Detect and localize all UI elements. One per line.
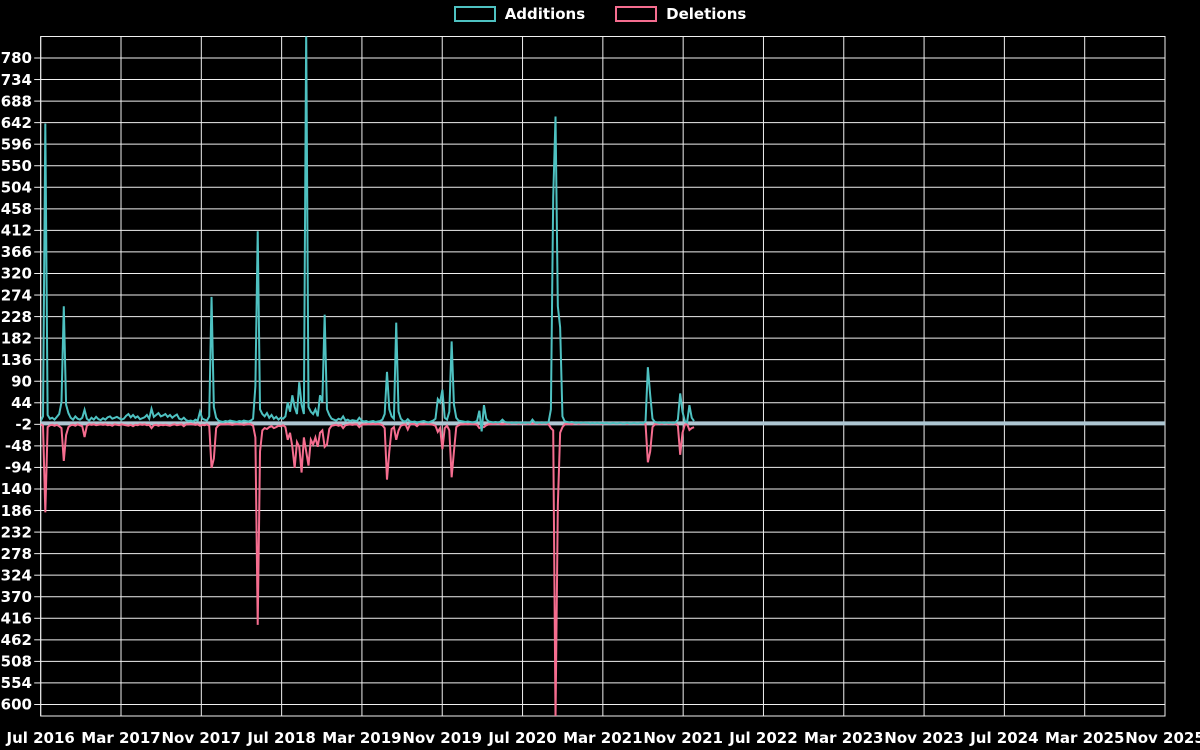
y-tick-label: -324 <box>0 566 32 584</box>
legend-item-deletions[interactable]: Deletions <box>615 6 746 22</box>
y-tick-label: -140 <box>0 480 32 498</box>
x-tick-label: Jul 2020 <box>487 729 556 747</box>
gridlines <box>34 36 1166 716</box>
x-tick-label: Mar 2021 <box>563 729 642 747</box>
y-tick-label: 366 <box>1 243 32 261</box>
legend-label-additions: Additions <box>504 4 586 23</box>
y-tick-label: -232 <box>0 523 32 541</box>
x-tick-label: Mar 2017 <box>81 729 160 747</box>
x-tick-label: Nov 2017 <box>162 729 242 747</box>
y-tick-label: 780 <box>1 49 32 67</box>
y-axis-labels: 780 734 688 642 596 550 504 458 412 366 320 274 228 1… <box>0 49 32 714</box>
additions-line <box>40 36 695 432</box>
x-tick-label: Jul 2022 <box>728 729 797 747</box>
y-tick-label: -278 <box>0 545 32 563</box>
y-tick-label: -94 <box>5 459 32 477</box>
y-tick-label: 90 <box>11 372 32 390</box>
y-tick-label: 136 <box>1 351 32 369</box>
x-tick-label: Mar 2025 <box>1045 729 1124 747</box>
x-tick-label: Jul 2024 <box>969 729 1038 747</box>
y-tick-label: 504 <box>1 179 32 197</box>
x-tick-label: Jul 2016 <box>6 729 75 747</box>
y-tick-label: 458 <box>1 200 32 218</box>
legend-label-deletions: Deletions <box>666 4 747 23</box>
y-tick-label: 596 <box>1 135 32 153</box>
y-tick-label: 550 <box>1 157 32 175</box>
y-tick-label: 182 <box>1 329 32 347</box>
y-tick-label: 412 <box>1 222 32 240</box>
x-tick-label: Jul 2018 <box>246 729 315 747</box>
x-tick-label: Nov 2021 <box>643 729 723 747</box>
y-tick-label: -48 <box>5 437 32 455</box>
y-tick-label: -370 <box>0 588 32 606</box>
y-tick-label: 642 <box>1 114 32 132</box>
x-tick-label: Mar 2019 <box>322 729 401 747</box>
y-tick-label: -554 <box>0 674 32 692</box>
y-tick-label: 734 <box>1 71 32 89</box>
x-tick-label: Nov 2023 <box>884 729 964 747</box>
chart-legend: Additions Deletions <box>0 6 1200 22</box>
x-axis-labels: Jul 2016 Mar 2017 Nov 2017 Jul 2018 Mar 2019… <box>6 729 1200 747</box>
x-tick-label: Mar 2023 <box>804 729 883 747</box>
y-tick-label: -600 <box>0 696 32 714</box>
y-tick-label: -416 <box>0 610 32 628</box>
y-tick-label: -2 <box>15 416 32 434</box>
legend-item-additions[interactable]: Additions <box>453 4 586 23</box>
y-tick-label: -462 <box>0 631 32 649</box>
deletions-swatch-icon <box>615 6 658 22</box>
y-tick-label: -508 <box>0 653 32 671</box>
additions-swatch-icon <box>453 6 496 22</box>
x-tick-label: Nov 2019 <box>402 729 482 747</box>
y-tick-label: 228 <box>1 308 32 326</box>
plot-border <box>40 36 1166 717</box>
y-tick-label: 320 <box>1 265 32 283</box>
x-tick-label: Nov 2025 <box>1125 729 1200 747</box>
y-tick-label: 688 <box>1 92 32 110</box>
y-tick-label: 274 <box>1 286 32 304</box>
y-tick-label: -186 <box>0 502 32 520</box>
y-tick-label: 44 <box>11 394 32 412</box>
